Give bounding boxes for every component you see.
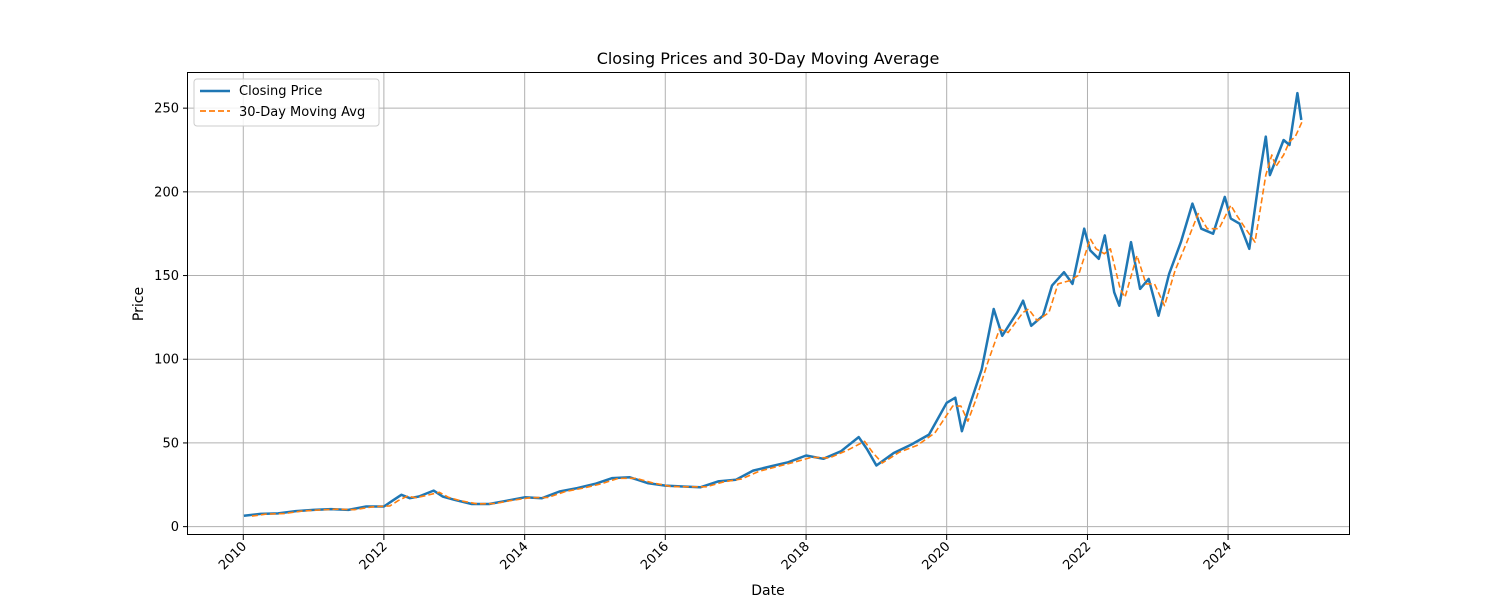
plot-area: [243, 91, 1303, 518]
y-tick-label: 250: [154, 102, 179, 117]
y-axis-label: Price: [131, 287, 147, 321]
x-tick-label: 2020: [920, 539, 954, 573]
x-axis: 2010 2012 2014 2016 2018 2020 2022 2024: [216, 535, 1235, 573]
x-tick-label: 2012: [357, 539, 391, 573]
chart-title: Closing Prices and 30-Day Moving Average: [597, 49, 940, 68]
series-line-moving-avg: [251, 121, 1303, 517]
x-tick-label: 2022: [1060, 539, 1094, 573]
x-tick-label: 2016: [638, 539, 672, 573]
grid: [188, 73, 1350, 535]
x-tick-label: 2024: [1201, 539, 1235, 573]
y-tick-label: 100: [154, 353, 179, 368]
x-tick-label: 2014: [497, 539, 531, 573]
legend: Closing Price 30-Day Moving Avg: [193, 78, 380, 127]
y-tick-label: 0: [171, 520, 179, 535]
legend-label-closing-price: Closing Price: [239, 84, 322, 99]
y-axis: 0 50 100 150 200 250: [154, 102, 188, 535]
x-tick-label: 2010: [216, 539, 250, 573]
x-tick-label: 2018: [779, 539, 813, 573]
y-tick-label: 200: [154, 185, 179, 200]
legend-label-moving-avg: 30-Day Moving Avg: [239, 105, 365, 120]
y-tick-label: 50: [162, 436, 179, 451]
legend-box: [193, 78, 380, 127]
plot-frame: [187, 72, 1350, 535]
x-axis-label: Date: [751, 583, 784, 599]
y-tick-label: 150: [154, 269, 179, 284]
series-line-closing-price: [243, 91, 1303, 518]
